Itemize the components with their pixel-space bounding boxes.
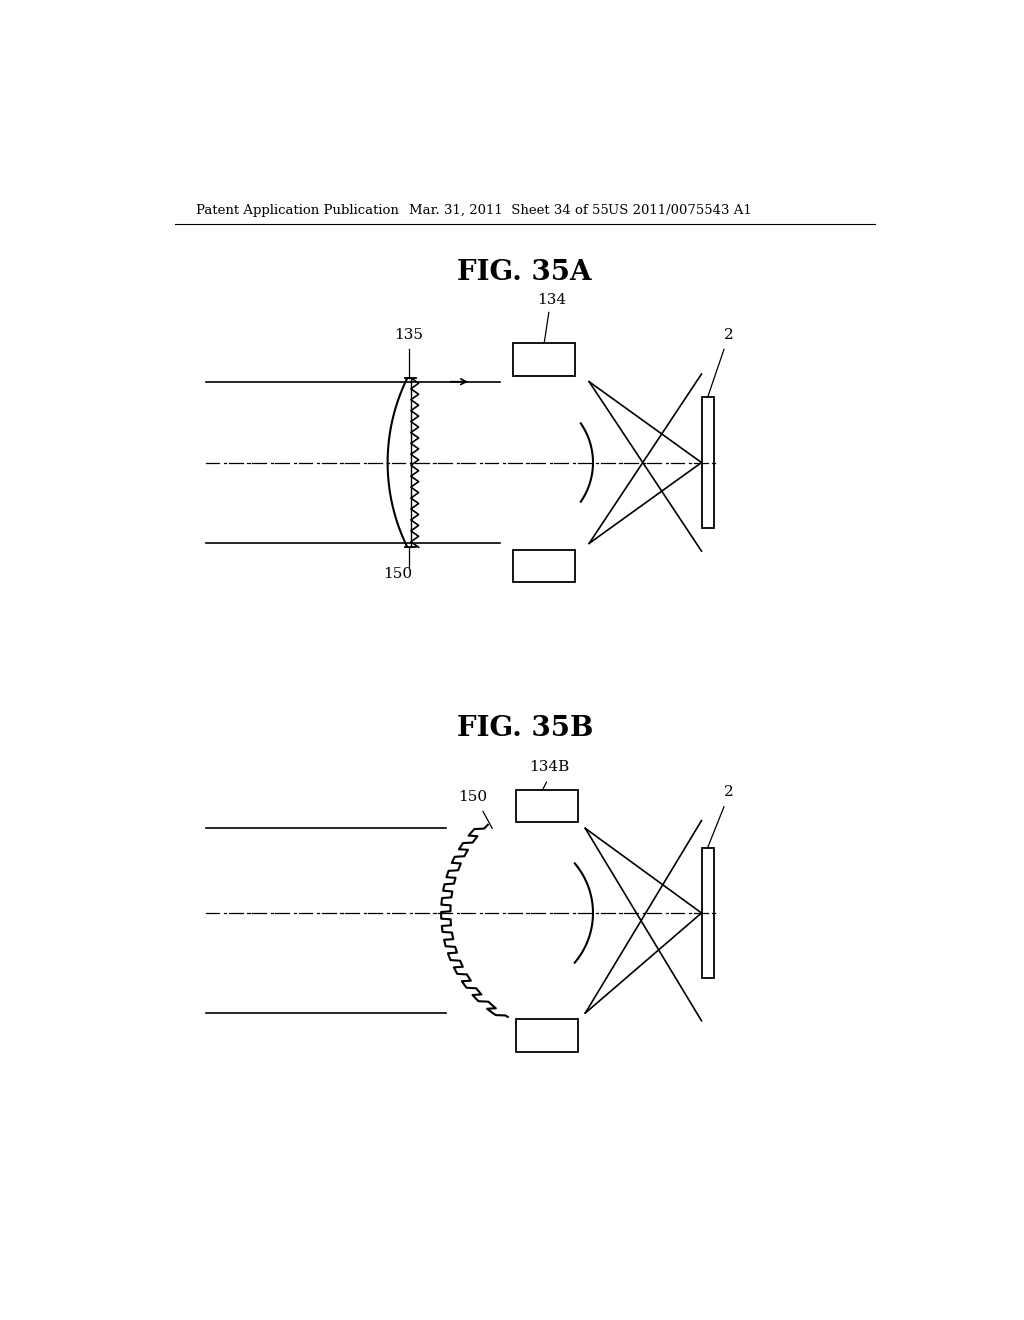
Bar [701,847,714,978]
Bar [701,397,714,528]
Bar [513,549,575,582]
Text: Patent Application Publication: Patent Application Publication [197,205,399,218]
Text: 134: 134 [538,293,566,308]
Text: Mar. 31, 2011  Sheet 34 of 55: Mar. 31, 2011 Sheet 34 of 55 [409,205,608,218]
Bar [515,1019,578,1052]
Bar [513,343,575,376]
Text: 135: 135 [394,327,423,342]
Text: 150: 150 [459,789,487,804]
Text: 150: 150 [383,566,413,581]
Text: FIG. 35A: FIG. 35A [458,259,592,286]
Bar [515,789,578,822]
Text: FIG. 35B: FIG. 35B [457,714,593,742]
Text: 134B: 134B [528,760,569,775]
Text: 2: 2 [724,785,733,799]
Text: US 2011/0075543 A1: US 2011/0075543 A1 [608,205,753,218]
Text: 2: 2 [724,327,733,342]
